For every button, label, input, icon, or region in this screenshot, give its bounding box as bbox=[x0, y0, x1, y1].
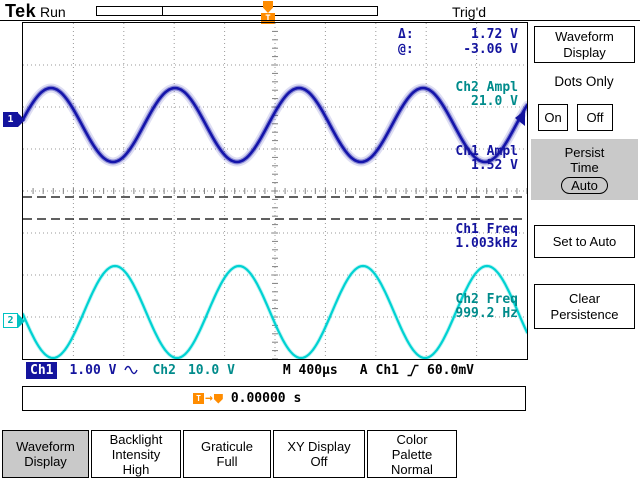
cursor-at-readout: @: -3.06 V bbox=[398, 42, 518, 57]
clear-line2: Persistence bbox=[550, 306, 619, 322]
record-position-divider bbox=[162, 6, 163, 16]
bm0-line1: Waveform bbox=[16, 439, 75, 454]
trigger-position-readout: T → 0.00000 s bbox=[22, 386, 526, 411]
bm3-line2: Off bbox=[310, 454, 328, 469]
bottom-menu-graticule[interactable]: Graticule Full bbox=[183, 430, 271, 478]
ch1-ampl-label: Ch1 Ampl bbox=[455, 144, 518, 159]
ch2-scale-value: 10.0 V bbox=[187, 362, 235, 378]
trigger-arrow-icon: → bbox=[205, 391, 213, 406]
trigger-time-value: 0.00000 s bbox=[230, 391, 302, 406]
ch2-scale-label: Ch2 bbox=[152, 362, 176, 378]
graticule-display bbox=[22, 22, 528, 360]
tek-logo: Tek bbox=[5, 1, 37, 21]
bm1-line1: Backlight bbox=[109, 431, 163, 447]
ch2-freq-value: 999.2 Hz bbox=[455, 306, 518, 321]
bm4-line1: Color bbox=[396, 431, 428, 447]
bm4-line2: Palette bbox=[391, 446, 433, 462]
ch1-coupling-icon bbox=[124, 365, 139, 375]
ch1-marker-label: 1 bbox=[3, 112, 18, 127]
bottom-menu-backlight-intensity[interactable]: Backlight Intensity High bbox=[91, 430, 181, 478]
bottom-menu-color-palette[interactable]: Color Palette Normal bbox=[367, 430, 457, 478]
ch1-scale-value: 1.00 V bbox=[69, 362, 117, 378]
trigger-source: Ch1 bbox=[375, 362, 400, 378]
trigger-status: Trig'd bbox=[452, 4, 487, 20]
bm2-line2: Full bbox=[216, 454, 238, 469]
ch1-freq-label: Ch1 Freq bbox=[455, 222, 518, 237]
trigger-level-arrow-icon bbox=[515, 110, 525, 126]
ch1-ampl-value: 1.52 V bbox=[471, 158, 518, 173]
ch2-freq-label: Ch2 Freq bbox=[455, 292, 518, 307]
ch1-marker-arrow-icon bbox=[18, 112, 25, 127]
ch2-position-marker: 2 bbox=[3, 313, 25, 328]
bottom-menu-xy-display[interactable]: XY Display Off bbox=[273, 430, 365, 478]
at-label: @: bbox=[398, 42, 414, 57]
side-menu-title-line1: Waveform bbox=[555, 28, 614, 44]
ch1-freq-value: 1.003kHz bbox=[455, 236, 518, 251]
bm1-line3: High bbox=[122, 461, 150, 477]
persist-line2: Time bbox=[570, 160, 599, 175]
acquisition-status: Run bbox=[40, 4, 66, 20]
ch1-scale-badge: Ch1 bbox=[26, 361, 58, 379]
delta-label: Δ: bbox=[398, 27, 414, 42]
trigger-t-icon: T bbox=[193, 393, 204, 404]
persist-time-button[interactable]: Persist Time Auto bbox=[531, 139, 638, 200]
side-menu-title: Waveform Display bbox=[534, 26, 635, 63]
persist-line1: Persist bbox=[564, 145, 605, 160]
bottom-menu-waveform-display[interactable]: Waveform Display bbox=[2, 430, 89, 478]
trigger-position-marker-icon bbox=[263, 1, 273, 13]
topbar-divider bbox=[0, 20, 640, 21]
clear-line1: Clear bbox=[568, 290, 601, 306]
bm0-line2: Display bbox=[24, 454, 67, 469]
dots-only-label: Dots Only bbox=[554, 74, 614, 89]
trigger-mode: A bbox=[359, 362, 368, 378]
ch2-ampl-value: 21.0 V bbox=[471, 94, 518, 109]
dots-only-off-button[interactable]: Off bbox=[577, 104, 613, 131]
waveform-canvas bbox=[23, 23, 527, 359]
side-menu-title-line2: Display bbox=[563, 44, 606, 60]
trigger-t-marker-icon: T bbox=[261, 13, 275, 24]
at-value: -3.06 V bbox=[463, 42, 518, 57]
persist-value-pill: Auto bbox=[561, 177, 608, 194]
ch2-ampl-label: Ch2 Ampl bbox=[455, 80, 518, 95]
cursor-delta-readout: Δ: 1.72 V bbox=[398, 27, 518, 42]
ch2-marker-label: 2 bbox=[3, 313, 18, 328]
ch1-position-marker: 1 bbox=[3, 112, 25, 127]
bm4-line3: Normal bbox=[391, 461, 433, 477]
trigger-level-value: 60.0mV bbox=[427, 362, 474, 378]
trigger-slope-icon bbox=[407, 364, 419, 376]
delta-value: 1.72 V bbox=[471, 27, 518, 42]
record-position-bar bbox=[96, 6, 378, 16]
bm3-line1: XY Display bbox=[287, 439, 351, 454]
trigger-flag-icon bbox=[213, 393, 223, 404]
bm1-line2: Intensity bbox=[111, 446, 161, 462]
set-to-auto-button[interactable]: Set to Auto bbox=[534, 225, 635, 258]
ch2-marker-arrow-icon bbox=[18, 313, 25, 328]
bm2-line1: Graticule bbox=[200, 439, 254, 454]
dots-only-on-button[interactable]: On bbox=[538, 104, 568, 131]
scale-status-bar: Ch1 1.00 V Ch2 10.0 V M 400µs A Ch1 60.0… bbox=[24, 361, 528, 379]
clear-persistence-button[interactable]: Clear Persistence bbox=[534, 284, 635, 329]
timebase-readout: M 400µs bbox=[282, 362, 338, 378]
